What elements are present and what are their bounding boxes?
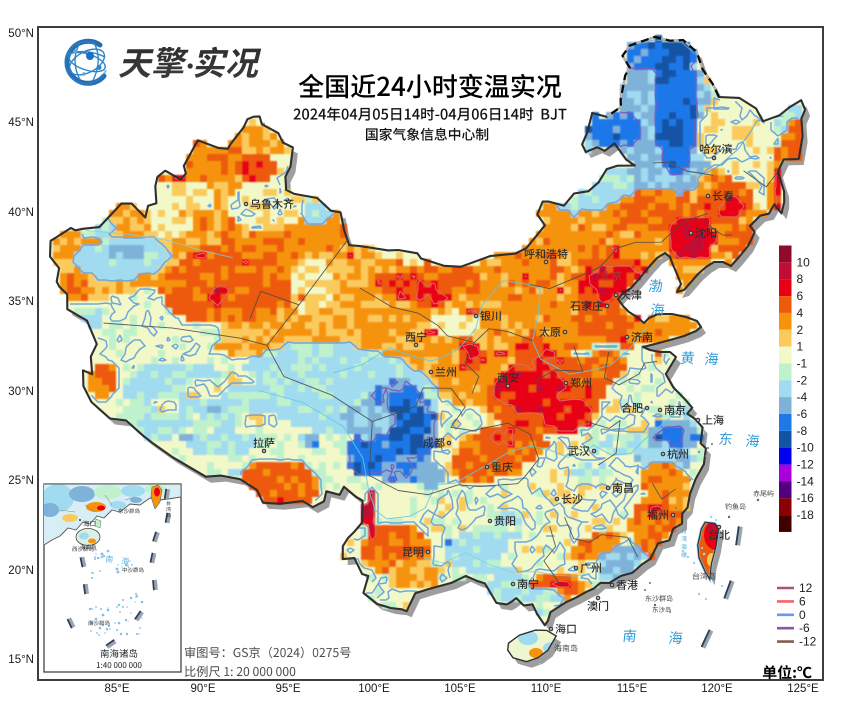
svg-text:125°E: 125°E xyxy=(787,683,819,695)
svg-text:45°N: 45°N xyxy=(8,117,34,129)
svg-text:40°N: 40°N xyxy=(8,207,34,219)
svg-text:1: 1 xyxy=(797,340,804,354)
svg-text:35°N: 35°N xyxy=(8,296,34,308)
svg-text:20°N: 20°N xyxy=(8,565,34,577)
svg-text:-4: -4 xyxy=(797,390,808,404)
svg-text:110°E: 110°E xyxy=(531,683,562,695)
svg-text:-8: -8 xyxy=(797,424,808,438)
svg-text:-14: -14 xyxy=(797,474,815,488)
svg-text:6: 6 xyxy=(797,289,804,303)
svg-text:-16: -16 xyxy=(797,491,815,505)
svg-text:4: 4 xyxy=(797,306,804,320)
svg-text:-6: -6 xyxy=(799,621,810,635)
svg-text:8: 8 xyxy=(797,272,804,286)
svg-text:0: 0 xyxy=(799,608,806,622)
svg-text:-12: -12 xyxy=(797,458,815,472)
svg-text:90°E: 90°E xyxy=(190,683,215,695)
svg-text:-12: -12 xyxy=(799,635,817,649)
svg-text:10: 10 xyxy=(797,255,811,269)
svg-text:12: 12 xyxy=(799,581,813,595)
svg-text:25°N: 25°N xyxy=(8,475,34,487)
svg-text:2: 2 xyxy=(797,323,804,337)
svg-text:-2: -2 xyxy=(797,373,808,387)
svg-text:120°E: 120°E xyxy=(701,683,733,695)
svg-text:6: 6 xyxy=(799,594,806,608)
svg-text:30°N: 30°N xyxy=(8,386,34,398)
svg-text:-10: -10 xyxy=(797,441,815,455)
svg-text:50°N: 50°N xyxy=(8,28,34,40)
svg-text:85°E: 85°E xyxy=(104,683,129,695)
svg-text:95°E: 95°E xyxy=(275,683,300,695)
svg-text:115°E: 115°E xyxy=(617,683,648,695)
svg-text:15°N: 15°N xyxy=(8,654,34,666)
svg-text:-6: -6 xyxy=(797,407,808,421)
svg-text:100°E: 100°E xyxy=(358,683,390,695)
svg-text:105°E: 105°E xyxy=(444,683,476,695)
svg-text:-1: -1 xyxy=(797,357,808,371)
svg-text:-18: -18 xyxy=(797,508,815,522)
